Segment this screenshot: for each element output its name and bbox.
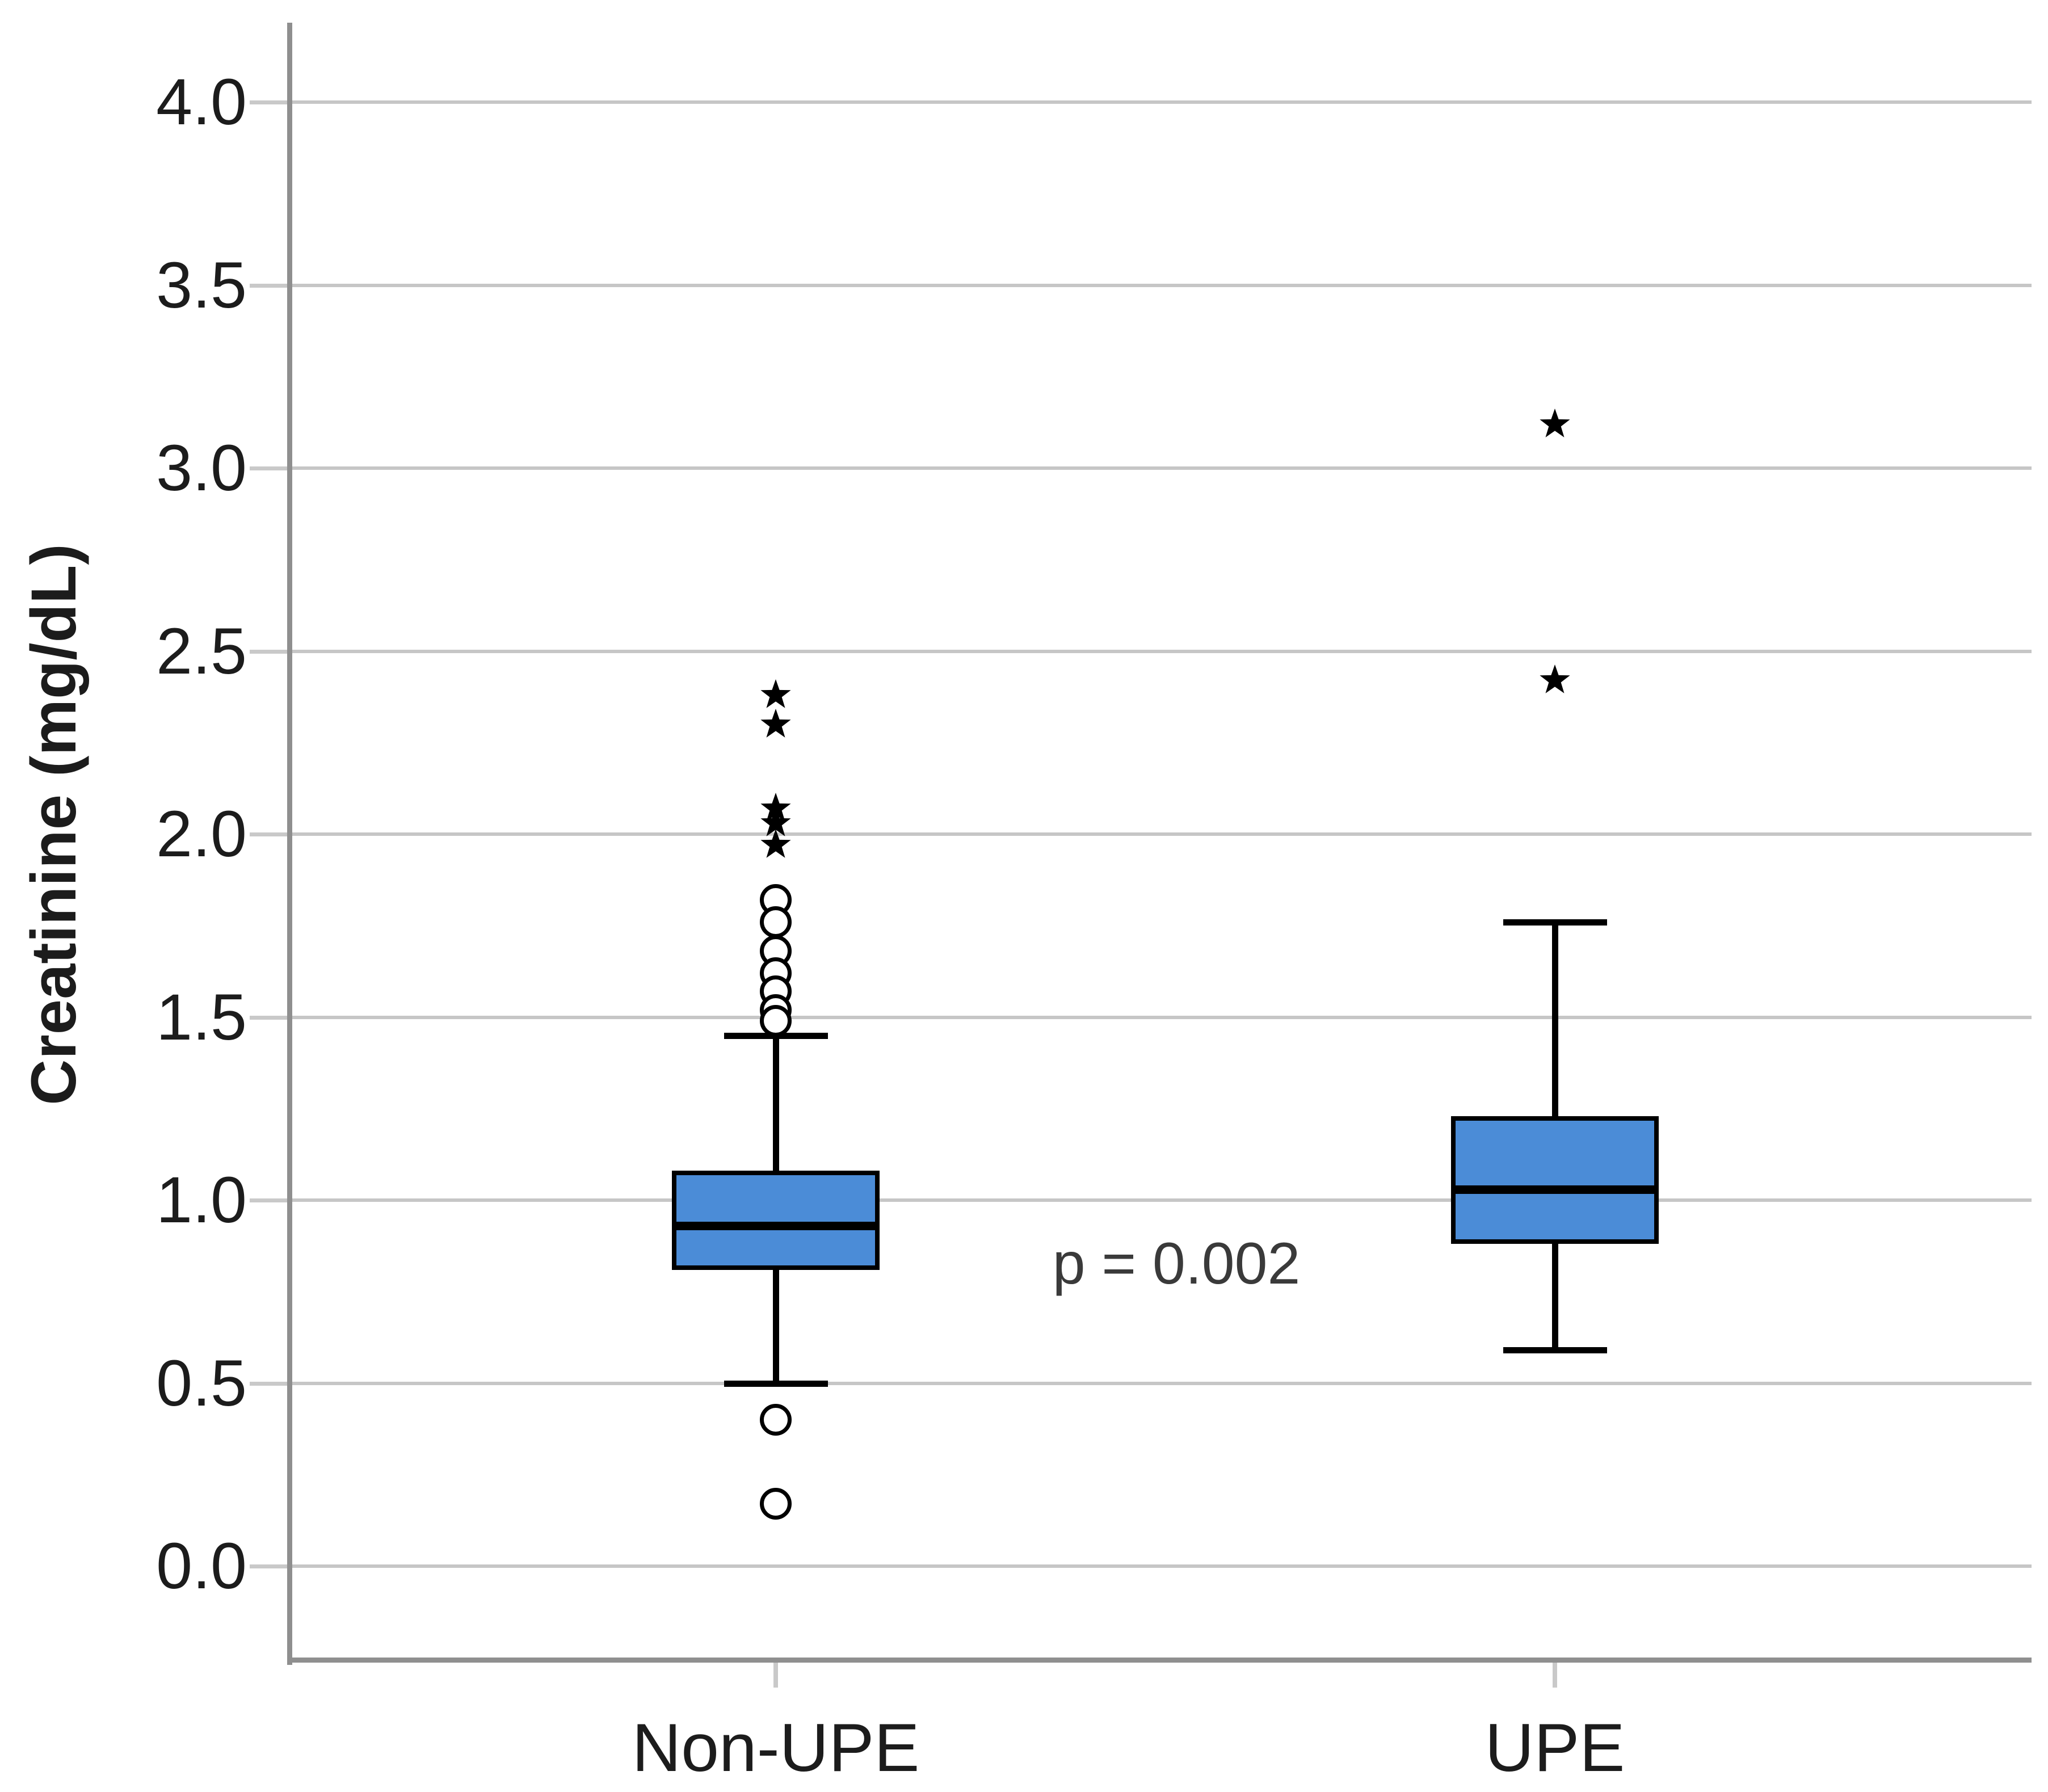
extreme-outlier-star-icon — [760, 679, 791, 708]
outlier-circle — [760, 1004, 792, 1037]
y-gridline — [289, 1198, 2032, 1202]
p-value-annotation: p = 0.002 — [1052, 1231, 1301, 1297]
outlier-circle — [760, 1404, 792, 1436]
y-axis-tick-mark — [250, 1564, 289, 1568]
y-tick-label: 2.5 — [156, 615, 247, 688]
y-gridline — [289, 1381, 2032, 1385]
extreme-outlier-star-icon — [1540, 664, 1570, 693]
y-gridline — [289, 832, 2032, 836]
y-gridline — [289, 100, 2032, 104]
y-tick-label: 0.5 — [156, 1347, 247, 1420]
upper-whisker-cap — [1503, 919, 1607, 926]
lower-whisker-cap — [724, 1380, 828, 1387]
y-axis-tick-mark — [250, 1015, 289, 1020]
y-axis-tick-mark — [250, 466, 289, 470]
y-axis-title: Creatinine (mg/dL) — [18, 544, 89, 1105]
x-category-label: UPE — [1485, 1710, 1625, 1786]
median-line — [1451, 1185, 1659, 1194]
y-gridline — [289, 1564, 2032, 1568]
extreme-outlier-star-icon — [1540, 408, 1570, 438]
x-axis-line — [287, 1658, 2032, 1663]
extreme-outlier-star-icon — [760, 792, 791, 822]
y-axis-tick-mark — [250, 1381, 289, 1386]
y-tick-label: 0.0 — [156, 1530, 247, 1602]
outlier-circle — [760, 906, 792, 938]
x-axis-tick-mark — [773, 1663, 778, 1688]
y-tick-label: 2.0 — [156, 798, 247, 870]
x-axis-tick-mark — [1553, 1663, 1557, 1688]
y-tick-label: 1.5 — [156, 981, 247, 1054]
y-tick-label: 4.0 — [156, 66, 247, 138]
y-gridline — [289, 283, 2032, 287]
y-axis-line — [287, 23, 292, 1665]
y-axis-tick-mark — [250, 283, 289, 288]
y-axis-tick-mark — [250, 832, 289, 836]
y-axis-tick-mark — [250, 1198, 289, 1202]
outlier-circle — [760, 1488, 792, 1520]
lower-whisker-cap — [1503, 1347, 1607, 1354]
y-tick-label: 1.0 — [156, 1164, 247, 1236]
y-tick-label: 3.5 — [156, 249, 247, 322]
y-axis-tick-mark — [250, 649, 289, 654]
y-gridline — [289, 466, 2032, 470]
extreme-outlier-star-icon — [760, 807, 791, 836]
y-gridline — [289, 1015, 2032, 1019]
y-tick-label: 3.0 — [156, 432, 247, 504]
x-category-label: Non-UPE — [632, 1710, 920, 1786]
extreme-outlier-star-icon — [760, 708, 791, 738]
y-axis-tick-mark — [250, 100, 289, 104]
iqr-box — [672, 1171, 880, 1270]
iqr-box — [1451, 1116, 1659, 1244]
median-line — [672, 1222, 880, 1231]
y-gridline — [289, 649, 2032, 653]
extreme-outlier-star-icon — [760, 829, 791, 859]
